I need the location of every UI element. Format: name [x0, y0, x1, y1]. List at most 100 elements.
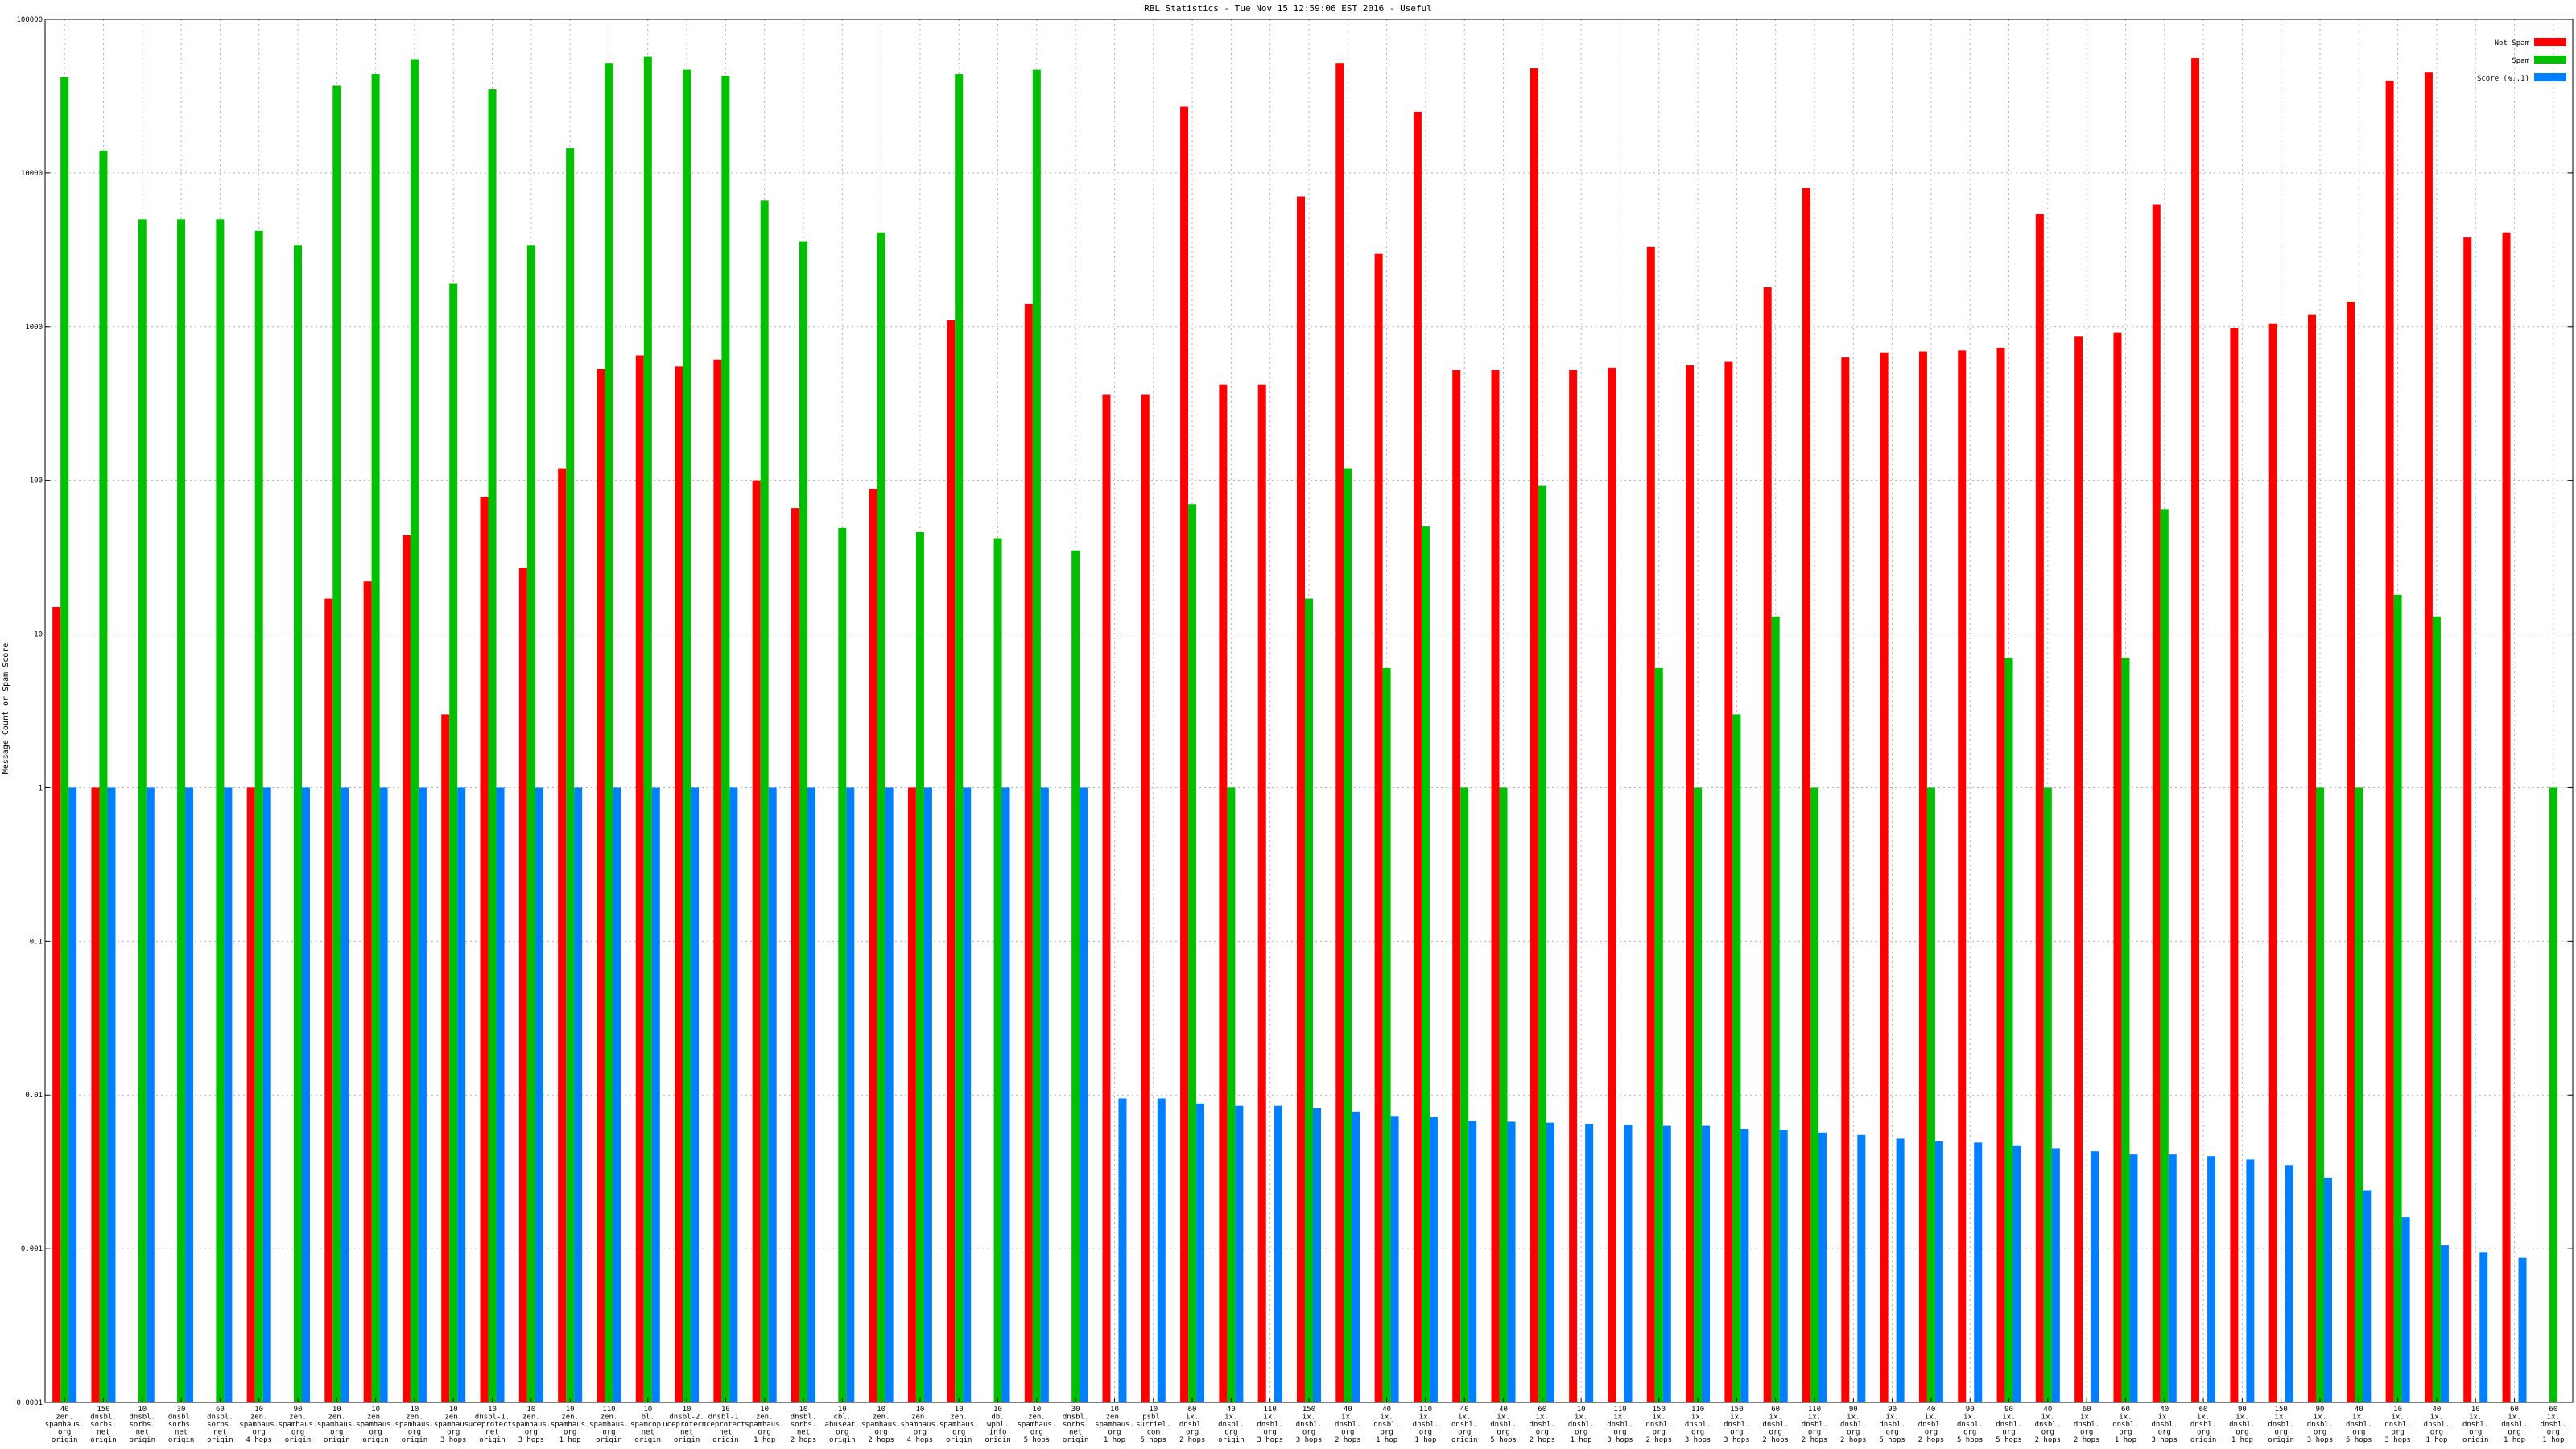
x-tick-label: 40 ix. dnsbl. org 1 hop [2424, 1406, 2450, 1444]
bar-score [1080, 787, 1088, 1402]
x-tick-label: 150 ix. dnsbl. org 3 hops [1296, 1406, 1323, 1444]
bar-score [963, 787, 972, 1402]
bar-score [2324, 1177, 2332, 1402]
bar-not-spam [402, 535, 411, 1403]
bar-score [729, 787, 738, 1402]
x-tick-label: 10 zen. spamhaus. org origin [317, 1406, 357, 1444]
bar-spam [1538, 485, 1546, 1403]
bar-spam [2043, 787, 2052, 1402]
x-tick-label: 10 dnsbl-2. uceprotect. net origin [663, 1406, 711, 1444]
x-tick-label: 60 ix. dnsbl. org 2 hops [1179, 1406, 1206, 1444]
bar-not-spam [2191, 58, 2200, 1402]
bar-not-spam [2463, 237, 2472, 1403]
bar-score [1818, 1132, 1827, 1402]
x-tick-label: 110 ix. dnsbl. org 3 hops [1257, 1406, 1283, 1444]
x-tick-label: 10 zen. spamhaus. org origin [395, 1406, 435, 1444]
bar-spam [993, 538, 1002, 1402]
bar-spam [2316, 787, 2324, 1402]
bar-score [2285, 1165, 2293, 1402]
bar-not-spam [1880, 352, 1889, 1402]
bar-not-spam [752, 480, 761, 1402]
bar-score [2207, 1156, 2216, 1402]
bar-not-spam [558, 468, 567, 1403]
y-tick-label: 0.01 [25, 1092, 43, 1100]
bar-spam [1654, 667, 1663, 1402]
x-tick-label: 10 dnsbl-1. uceprotect. net origin [469, 1406, 517, 1444]
legend: Not Spam Spam Score (%..1) [2477, 38, 2566, 83]
bar-not-spam [2308, 314, 2316, 1402]
bar-spam [1382, 667, 1391, 1402]
bar-score [768, 787, 777, 1402]
legend-label: Score (%..1) [2477, 75, 2529, 83]
bar-score [1468, 1121, 1477, 1402]
bar-score [535, 787, 543, 1402]
x-tick-label: 60 ix. dnsbl. org origin [2190, 1406, 2217, 1444]
bar-spam [915, 532, 924, 1402]
bar-not-spam [1335, 63, 1344, 1403]
legend-swatch [2534, 38, 2566, 46]
x-tick-label: 150 ix. dnsbl. org 3 hops [1724, 1406, 1750, 1444]
bar-score [146, 787, 155, 1402]
bar-spam [838, 527, 847, 1402]
bar-not-spam [480, 497, 489, 1402]
bar-score [379, 787, 388, 1402]
bar-score [1040, 787, 1049, 1402]
x-tick-label: 10 psbl. surriel. com 5 hops [1136, 1406, 1170, 1444]
bar-not-spam [52, 606, 61, 1402]
x-tick-label: 10 zen. spamhaus. org 5 hops [1017, 1406, 1056, 1444]
x-tick-label: 10 dnsbl. sorbs. net origin [130, 1406, 156, 1444]
bar-score [68, 787, 77, 1402]
bar-spam [2432, 616, 2441, 1402]
bar-score [302, 787, 310, 1402]
bar-not-spam [869, 489, 877, 1402]
bar-spam [1071, 550, 1080, 1403]
bar-score [1313, 1108, 1321, 1402]
x-tick-label: 60 ix. dnsbl. org 2 hops [1762, 1406, 1789, 1444]
bar-score [613, 787, 621, 1402]
bar-score [1624, 1125, 1633, 1402]
bar-not-spam [2424, 72, 2433, 1402]
x-tick-label: 10 zen. spamhaus. org 1 hop [551, 1406, 590, 1444]
bar-spam [799, 241, 807, 1402]
bar-spam [332, 85, 341, 1402]
bar-score [2440, 1245, 2449, 1402]
x-tick-label: 90 ix. dnsbl. org 3 hops [2307, 1406, 2334, 1444]
bar-not-spam [2347, 301, 2355, 1403]
bar-spam [138, 219, 147, 1402]
bar-spam [371, 74, 380, 1403]
bar-spam [2355, 787, 2363, 1402]
x-tick-label: 150 ix. dnsbl. org 2 hops [1646, 1406, 1673, 1444]
bar-spam [566, 148, 575, 1402]
x-tick-label: 60 ix. dnsbl. org 1 hop [2541, 1406, 2567, 1444]
x-tick-label: 60 ix. dnsbl. org 1 hop [2501, 1406, 2528, 1444]
bar-score [1934, 1141, 1943, 1402]
bar-not-spam [246, 787, 255, 1402]
legend-label: Not Spam [2495, 39, 2529, 47]
bar-score [107, 787, 116, 1402]
bar-score [2168, 1154, 2177, 1402]
x-tick-label: 10 zen. spamhaus. org origin [356, 1406, 395, 1444]
bar-not-spam [1491, 369, 1500, 1402]
x-tick-label: 10 zen. spamhaus. org 2 hops [861, 1406, 901, 1444]
x-tick-label: 90 ix. dnsbl. org 5 hops [1957, 1406, 1984, 1444]
x-tick-label: 40 ix. dnsbl. org origin [1451, 1406, 1478, 1444]
x-tick-label: 110 ix. dnsbl. org 1 hop [1413, 1406, 1439, 1444]
bar-score [418, 787, 427, 1402]
y-tick-label: 0.001 [21, 1245, 43, 1253]
bar-spam [1732, 714, 1741, 1402]
bar-not-spam [1219, 384, 1228, 1402]
bar-score [1390, 1116, 1399, 1402]
x-tick-label: 40 ix. dnsbl. org 1 hop [1373, 1406, 1400, 1444]
bar-not-spam [1024, 303, 1033, 1402]
bar-score [574, 787, 583, 1402]
x-tick-label: 110 ix. dnsbl. org 3 hops [1685, 1406, 1711, 1444]
x-tick-label: 150 ix. dnsbl. org origin [2268, 1406, 2294, 1444]
bar-not-spam [363, 581, 372, 1402]
bar-not-spam [1763, 287, 1772, 1403]
bar-score [1274, 1105, 1282, 1402]
bar-spam [1499, 787, 1508, 1402]
bar-score [807, 787, 815, 1402]
bar-not-spam [1958, 350, 1967, 1403]
